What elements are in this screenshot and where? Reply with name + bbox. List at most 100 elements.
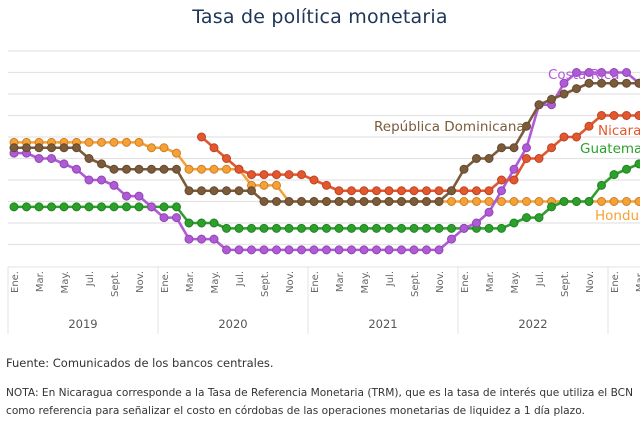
series-guatemala xyxy=(9,159,640,233)
month-tick-label: Nov. xyxy=(435,271,446,293)
data-point xyxy=(322,223,331,233)
data-point xyxy=(534,197,544,206)
data-point xyxy=(359,223,369,233)
data-point xyxy=(59,202,69,212)
data-point xyxy=(184,164,194,174)
data-point xyxy=(297,170,306,180)
data-point xyxy=(134,164,144,174)
data-point xyxy=(347,223,356,233)
data-point xyxy=(409,197,419,206)
data-point xyxy=(34,154,44,163)
data-point xyxy=(572,197,581,206)
x-axis: Ene. Mar. May. Jul. Sept. Nov. 2019 Ene. Mar. May… xyxy=(7,266,640,334)
data-point xyxy=(297,197,306,206)
data-point xyxy=(397,186,406,196)
data-point xyxy=(447,234,456,244)
data-point xyxy=(284,245,294,255)
data-point xyxy=(59,143,69,153)
data-point xyxy=(34,202,44,212)
data-point xyxy=(597,197,606,206)
data-point xyxy=(609,68,619,77)
data-point xyxy=(422,186,431,196)
data-point xyxy=(484,223,494,233)
month-tick-label: Jul. xyxy=(85,271,96,287)
data-point xyxy=(534,154,544,163)
data-point xyxy=(272,170,281,180)
data-point xyxy=(447,223,456,233)
month-tick-label: Ene. xyxy=(460,271,471,293)
data-point xyxy=(247,170,256,180)
data-point xyxy=(309,245,319,255)
series-label: Nicaragua xyxy=(598,123,640,139)
data-point xyxy=(272,197,281,206)
year-label: 2020 xyxy=(218,317,247,331)
data-point xyxy=(584,68,594,77)
data-point xyxy=(147,202,156,212)
data-point xyxy=(222,223,231,233)
data-point xyxy=(197,218,206,228)
data-point xyxy=(522,197,531,206)
data-point xyxy=(259,197,269,206)
month-tick-label: Mar. xyxy=(185,271,196,292)
month-tick-label: May. xyxy=(360,271,371,293)
data-point xyxy=(384,186,394,196)
data-point xyxy=(509,143,519,153)
data-point xyxy=(172,213,181,223)
month-tick-label: Sept. xyxy=(410,271,421,297)
month-tick-label: Nov. xyxy=(135,271,146,293)
data-point xyxy=(97,137,106,147)
data-point xyxy=(109,137,119,147)
data-point xyxy=(34,143,44,153)
data-point xyxy=(384,197,394,206)
series-line xyxy=(14,141,639,203)
data-point xyxy=(309,197,319,206)
data-point xyxy=(522,143,531,153)
data-point xyxy=(409,186,419,196)
month-tick-label: Sept. xyxy=(560,271,571,297)
data-point xyxy=(347,197,356,206)
data-point xyxy=(447,197,456,206)
data-point xyxy=(84,175,94,185)
data-point xyxy=(497,197,506,206)
data-point xyxy=(172,202,181,212)
data-point xyxy=(47,154,56,163)
data-point xyxy=(472,186,481,196)
data-point xyxy=(284,170,294,180)
data-point xyxy=(384,223,394,233)
month-tick-label: Jul. xyxy=(535,271,546,287)
data-point xyxy=(422,223,431,233)
data-point xyxy=(97,202,106,212)
month-tick-label: May. xyxy=(60,271,71,293)
data-point xyxy=(84,154,94,163)
series-nicaragua xyxy=(197,111,640,196)
month-tick-label: Ene. xyxy=(10,271,21,293)
data-point xyxy=(459,223,469,233)
data-point xyxy=(209,218,219,228)
data-point xyxy=(209,186,219,196)
data-point xyxy=(372,245,381,255)
data-point xyxy=(72,143,81,153)
data-point xyxy=(84,202,94,212)
data-point xyxy=(334,223,344,233)
data-point xyxy=(459,164,469,174)
data-point xyxy=(409,245,419,255)
data-point xyxy=(309,175,319,185)
data-point xyxy=(222,186,231,196)
data-point xyxy=(159,213,169,223)
data-point xyxy=(197,186,206,196)
data-point xyxy=(372,197,381,206)
data-point xyxy=(609,78,619,88)
data-point xyxy=(422,245,431,255)
data-point xyxy=(22,143,31,153)
month-tick-label: Ene. xyxy=(610,271,621,293)
data-point xyxy=(109,202,119,212)
data-point xyxy=(247,245,256,255)
data-point xyxy=(472,154,481,163)
data-point xyxy=(159,143,169,153)
data-point xyxy=(259,245,269,255)
data-point xyxy=(434,245,444,255)
chart-title: Tasa de política monetaria xyxy=(192,6,448,28)
data-point xyxy=(72,164,81,174)
data-point xyxy=(72,202,81,212)
data-point xyxy=(484,197,494,206)
